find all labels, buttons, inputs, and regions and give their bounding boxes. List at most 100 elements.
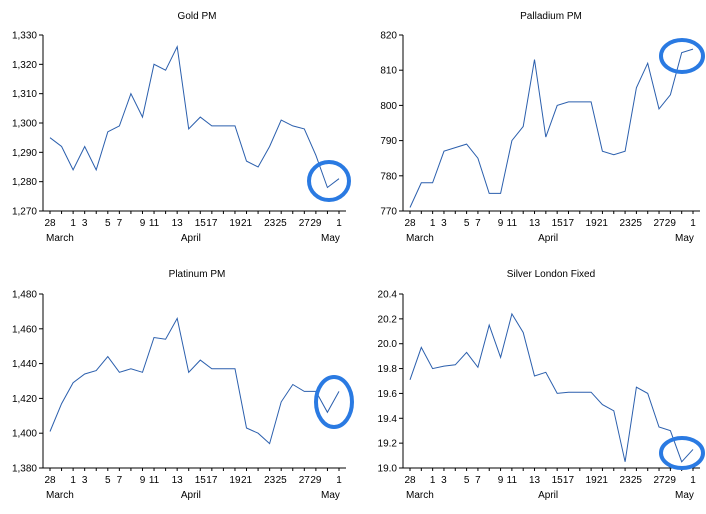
x-tick-label: 29 <box>665 475 677 486</box>
highlight-circle <box>659 38 705 74</box>
x-tick-label: 15 <box>195 475 207 486</box>
x-tick-label: 21 <box>597 218 609 229</box>
x-tick-label: 3 <box>441 475 447 486</box>
month-label: April <box>181 233 201 244</box>
month-label: May <box>321 233 340 244</box>
y-tick-label: 20.4 <box>378 290 398 301</box>
y-tick-label: 770 <box>380 207 397 218</box>
month-label: March <box>406 490 434 501</box>
x-tick-label: 7 <box>117 475 123 486</box>
y-tick-label: 1,380 <box>12 464 37 475</box>
x-tick-label: 27 <box>653 475 665 486</box>
y-tick-label: 810 <box>380 66 397 77</box>
x-tick-label: 9 <box>498 218 504 229</box>
y-tick-label: 1,290 <box>12 148 37 159</box>
series-line <box>409 312 694 463</box>
month-label: March <box>46 490 74 501</box>
x-tick-label: 29 <box>310 475 322 486</box>
x-tick-label: 25 <box>631 475 643 486</box>
x-tick-label: 23 <box>264 475 276 486</box>
x-tick-label: 15 <box>552 218 564 229</box>
x-tick-label: 17 <box>563 475 575 486</box>
y-tick-label: 19.0 <box>378 464 398 475</box>
x-tick-label: 27 <box>299 475 311 486</box>
month-label: May <box>321 490 340 501</box>
x-tick-label: 9 <box>140 218 146 229</box>
month-label: May <box>675 490 694 501</box>
y-tick-label: 780 <box>380 171 397 182</box>
x-tick-label: 1 <box>336 218 342 229</box>
chart-title: Gold PM <box>178 11 217 22</box>
x-tick-label: 11 <box>507 475 518 486</box>
x-tick-label: 13 <box>529 218 541 229</box>
chart-panel-1: Gold PM 1,270 1,280 1,290 1,300 1,310 1,320 1,3… <box>12 11 351 244</box>
chart-panel-4: Silver London Fixed 19.0 19.2 19.4 19.6 19.8 2… <box>378 269 705 501</box>
x-tick-label: 23 <box>620 218 632 229</box>
x-tick-label: 7 <box>475 218 481 229</box>
y-tick-label: 1,310 <box>12 89 37 100</box>
x-tick-label: 28 <box>404 475 416 486</box>
x-tick-label: 3 <box>441 218 447 229</box>
x-tick-label: 21 <box>241 218 253 229</box>
chart-title: Silver London Fixed <box>507 269 595 280</box>
x-tick-label: 5 <box>464 475 470 486</box>
y-tick-label: 1,420 <box>12 394 37 405</box>
x-tick-label: 11 <box>149 218 160 229</box>
x-tick-label: 1 <box>70 218 76 229</box>
x-tick-label: 11 <box>507 218 518 229</box>
x-tick-label: 25 <box>276 218 288 229</box>
highlight-circle <box>659 436 705 470</box>
y-tick-label: 1,270 <box>12 207 37 218</box>
x-tick-label: 5 <box>105 475 111 486</box>
highlight-circle <box>314 375 354 429</box>
x-tick-label: 25 <box>631 218 643 229</box>
x-tick-label: 1 <box>430 475 436 486</box>
x-tick-label: 11 <box>149 475 160 486</box>
y-tick-label: 1,280 <box>12 177 37 188</box>
x-tick-label: 1 <box>430 218 436 229</box>
x-tick-label: 21 <box>597 475 609 486</box>
y-tick-label: 19.2 <box>378 439 398 450</box>
x-tick-label: 17 <box>206 218 218 229</box>
x-tick-label: 29 <box>665 218 677 229</box>
y-tick-label: 1,400 <box>12 429 37 440</box>
x-tick-label: 17 <box>206 475 218 486</box>
x-tick-label: 19 <box>586 218 598 229</box>
x-tick-label: 7 <box>117 218 123 229</box>
x-tick-label: 5 <box>105 218 111 229</box>
x-tick-label: 13 <box>172 475 184 486</box>
x-tick-label: 23 <box>620 475 632 486</box>
x-tick-label: 27 <box>653 218 665 229</box>
x-tick-label: 5 <box>464 218 470 229</box>
y-tick-label: 1,440 <box>12 359 37 370</box>
x-tick-label: 7 <box>475 475 481 486</box>
x-tick-label: 19 <box>229 218 241 229</box>
x-tick-label: 17 <box>563 218 575 229</box>
x-tick-label: 23 <box>264 218 276 229</box>
y-tick-label: 19.8 <box>378 364 398 375</box>
highlight-circle <box>307 160 351 202</box>
x-tick-label: 1 <box>690 218 696 229</box>
month-label: April <box>538 233 558 244</box>
y-tick-label: 20.2 <box>378 314 398 325</box>
chart-panel-3: Platinum PM 1,380 1,400 1,420 1,440 1,460 1,48… <box>12 269 354 501</box>
x-tick-label: 27 <box>299 218 311 229</box>
y-tick-label: 790 <box>380 136 397 147</box>
x-tick-label: 15 <box>552 475 564 486</box>
y-tick-label: 1,320 <box>12 60 37 71</box>
x-tick-label: 9 <box>498 475 504 486</box>
month-label: April <box>538 490 558 501</box>
x-tick-label: 29 <box>310 218 322 229</box>
x-tick-label: 15 <box>195 218 207 229</box>
y-tick-label: 20.0 <box>378 339 398 350</box>
series-line <box>49 45 340 189</box>
x-tick-label: 19 <box>229 475 241 486</box>
series-line <box>49 316 340 445</box>
chart-title: Platinum PM <box>169 269 226 280</box>
x-tick-label: 25 <box>276 475 288 486</box>
chart-title: Palladium PM <box>520 11 582 22</box>
y-tick-label: 1,460 <box>12 324 37 335</box>
y-tick-label: 1,480 <box>12 290 37 301</box>
